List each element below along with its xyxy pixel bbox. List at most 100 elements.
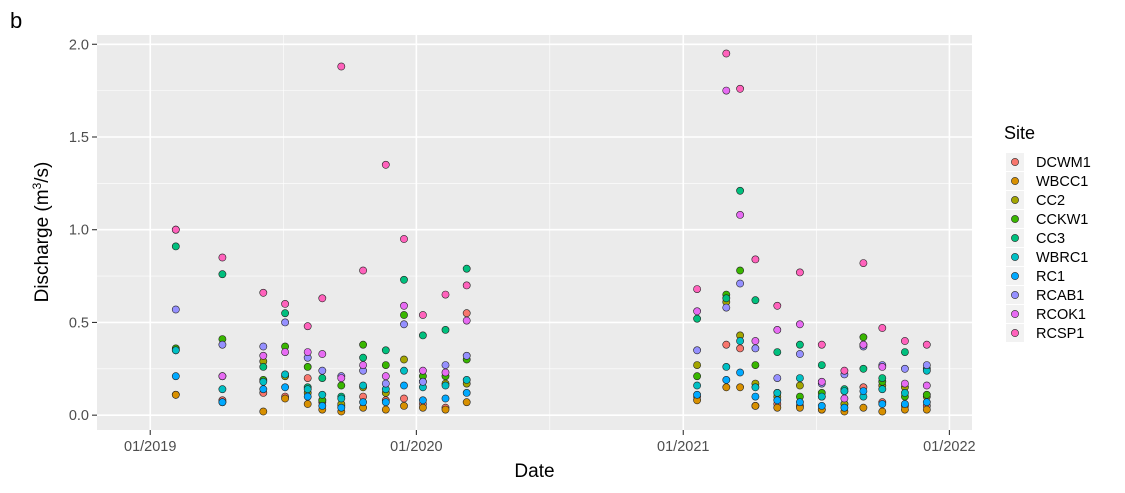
data-point-rcok1 bbox=[318, 350, 327, 358]
data-point-rc1 bbox=[901, 400, 909, 408]
data-point-cckw1 bbox=[337, 381, 346, 390]
data-point-wbrc1 bbox=[736, 337, 744, 345]
legend-label-wbrc1: WBRC1 bbox=[1036, 250, 1088, 266]
data-point-wbrc1 bbox=[318, 390, 327, 399]
data-point-rc1 bbox=[817, 401, 826, 410]
data-points bbox=[171, 49, 931, 416]
data-point-rc1 bbox=[736, 368, 744, 377]
data-point-wbrc1 bbox=[359, 381, 367, 390]
data-point-wbcc1 bbox=[859, 403, 868, 412]
y-axis-title-suffix: /s) bbox=[32, 162, 53, 183]
panel-label: b bbox=[10, 8, 23, 33]
y-tick-label: 1.5 bbox=[69, 130, 89, 146]
data-point-cckw1 bbox=[922, 390, 931, 399]
data-point-rc1 bbox=[281, 383, 289, 392]
data-point-rc1 bbox=[840, 403, 849, 412]
data-point-cc3 bbox=[901, 348, 909, 356]
data-point-rcab1 bbox=[693, 346, 701, 355]
data-point-rc1 bbox=[693, 390, 701, 399]
data-point-rc1 bbox=[796, 398, 804, 407]
data-point-rcsp1 bbox=[817, 340, 826, 349]
data-point-rcab1 bbox=[418, 377, 427, 386]
data-point-wbrc1 bbox=[840, 387, 849, 395]
data-point-rcok1 bbox=[859, 340, 868, 349]
data-point-rc1 bbox=[751, 392, 760, 401]
data-point-wbcc1 bbox=[722, 383, 731, 392]
data-point-cckw1 bbox=[751, 361, 760, 369]
data-point-cc2 bbox=[796, 381, 804, 390]
data-point-rcok1 bbox=[922, 381, 931, 390]
data-point-rcok1 bbox=[796, 320, 804, 329]
data-point-wbrc1 bbox=[773, 388, 782, 397]
legend: Site DCWM1 WBCC1 CC2 CCKW1 CC3 WBRC1 RC1 RCAB1 R… bbox=[1004, 123, 1091, 342]
data-point-wbrc1 bbox=[817, 392, 826, 401]
data-point-cc3 bbox=[381, 346, 390, 355]
data-point-rcok1 bbox=[359, 361, 367, 369]
major-gridlines bbox=[97, 35, 972, 430]
data-point-rcok1 bbox=[722, 86, 731, 95]
data-point-cckw1 bbox=[736, 266, 744, 275]
data-point-rcok1 bbox=[337, 374, 346, 382]
data-point-rcsp1 bbox=[901, 337, 909, 345]
data-point-rcab1 bbox=[281, 318, 289, 327]
data-point-rcab1 bbox=[751, 344, 760, 353]
data-point-cckw1 bbox=[303, 362, 312, 371]
data-point-rcok1 bbox=[736, 210, 744, 219]
data-point-cc2 bbox=[693, 361, 701, 369]
x-axis-title: Date bbox=[514, 461, 554, 482]
data-point-rcok1 bbox=[259, 351, 268, 360]
data-point-dcwm1 bbox=[462, 309, 471, 318]
legend-label-cckw1: CCKW1 bbox=[1036, 212, 1088, 228]
data-point-wbcc1 bbox=[259, 407, 268, 416]
data-point-wbrc1 bbox=[400, 366, 408, 375]
data-point-rcsp1 bbox=[259, 288, 268, 297]
data-point-rc1 bbox=[337, 403, 346, 412]
data-point-rcok1 bbox=[773, 325, 782, 334]
data-point-rcab1 bbox=[318, 366, 327, 375]
data-point-wbcc1 bbox=[751, 401, 760, 410]
data-point-wbcc1 bbox=[773, 403, 782, 412]
data-point-wbrc1 bbox=[171, 346, 180, 355]
data-point-rc1 bbox=[303, 392, 312, 401]
x-tick-label: 01/2021 bbox=[657, 439, 709, 455]
data-point-cc3 bbox=[796, 340, 804, 349]
data-point-wbrc1 bbox=[693, 381, 701, 390]
data-point-cc3 bbox=[318, 374, 327, 382]
data-point-rcsp1 bbox=[381, 160, 390, 169]
data-point-wbrc1 bbox=[218, 385, 227, 394]
data-point-wbcc1 bbox=[281, 394, 289, 403]
data-point-wbcc1 bbox=[878, 407, 887, 416]
data-point-rc1 bbox=[922, 398, 931, 407]
data-point-rcok1 bbox=[441, 368, 450, 377]
data-point-rcsp1 bbox=[796, 268, 804, 277]
data-point-rcab1 bbox=[722, 303, 731, 312]
legend-key-cc3 bbox=[1011, 234, 1019, 242]
data-point-wbcc1 bbox=[418, 403, 427, 412]
y-axis-title-main: Discharge (m bbox=[32, 189, 53, 302]
data-point-wbcc1 bbox=[171, 390, 180, 399]
data-point-rcab1 bbox=[736, 279, 744, 288]
data-point-cc3 bbox=[441, 325, 450, 334]
data-point-rcok1 bbox=[400, 301, 408, 310]
data-point-rcok1 bbox=[901, 379, 909, 388]
x-tick-label: 01/2022 bbox=[923, 439, 975, 455]
legend-key-rcab1 bbox=[1011, 291, 1019, 299]
data-point-rc1 bbox=[859, 387, 868, 395]
data-point-wbcc1 bbox=[462, 398, 471, 407]
data-point-rcok1 bbox=[751, 337, 760, 345]
data-point-rcok1 bbox=[418, 366, 427, 375]
data-point-rc1 bbox=[722, 375, 731, 384]
legend-key-rc1 bbox=[1011, 272, 1019, 280]
data-point-rcok1 bbox=[303, 348, 312, 356]
data-point-wbrc1 bbox=[441, 381, 450, 390]
axis-ticks bbox=[92, 43, 950, 435]
y-tick-label: 1.0 bbox=[69, 223, 89, 239]
data-point-rcsp1 bbox=[878, 324, 887, 332]
data-point-cc3 bbox=[878, 374, 887, 382]
legend-key-cc2 bbox=[1011, 196, 1019, 204]
data-point-rcsp1 bbox=[751, 255, 760, 264]
data-point-rcsp1 bbox=[218, 253, 227, 262]
data-point-rcsp1 bbox=[171, 225, 180, 234]
data-point-rc1 bbox=[441, 394, 450, 403]
data-point-cc3 bbox=[218, 270, 227, 279]
